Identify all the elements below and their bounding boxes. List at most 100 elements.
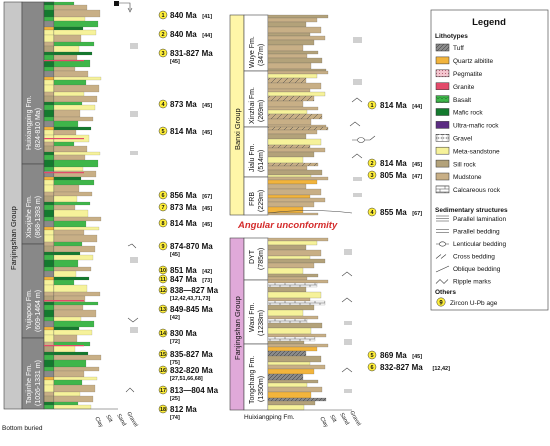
zircon-marker-icon <box>158 29 168 39</box>
arrow-icon <box>118 2 131 10</box>
age-marker: 16 832-820 Ma[27,51,66,68] <box>158 365 213 382</box>
age-marker: 1 814 Ma [44] <box>367 100 422 110</box>
age-reference: [42] <box>202 269 212 275</box>
age-number: 2 <box>161 32 164 38</box>
zircon-marker-icon <box>158 385 168 395</box>
age-number: 8 <box>161 221 164 227</box>
age-reference: [47] <box>412 174 422 180</box>
lithotype-swatch <box>435 95 450 103</box>
formation-name-xiaojiahe: Xiaojiahe Fm. <box>26 195 33 238</box>
legend-lithotype-item: Mudstone <box>435 172 482 181</box>
age-marker: 8 814 Ma [45] <box>158 218 212 228</box>
three-lines-icon <box>436 215 449 222</box>
age-number: 16 <box>160 368 166 374</box>
age-reference: [41] <box>202 14 212 20</box>
age-value: 805 Ma <box>380 171 407 180</box>
lithotype-entries: Tuff Quartz albitite Pegmatite Granite Basal… <box>435 43 501 194</box>
sedimentary-label: Lenticular bedding <box>453 241 507 248</box>
zircon-marker-icon <box>367 350 377 360</box>
age-value: 814 Ma <box>380 101 407 110</box>
formation-thickness-xinzhai: (269m) <box>258 100 265 122</box>
right-lower-column: Fanjingshan Group DYT (785m) Waxi Fm. (1… <box>229 237 451 429</box>
legend-sedimentary-item: Oblique bedding <box>435 265 501 273</box>
zircon-marker-icon <box>367 362 377 372</box>
age-reference: [12,42] <box>433 366 451 372</box>
zircon-marker-icon <box>158 265 168 275</box>
axis-clay: Clay <box>93 416 104 429</box>
left-structure-symbols <box>118 2 139 393</box>
cross-icon <box>435 254 447 259</box>
age-marker: 1 840 Ma [41] <box>158 10 212 20</box>
lens-icon <box>436 241 449 247</box>
lithotype-swatch <box>435 56 450 65</box>
legend-sedimentary-item: Cross bedding <box>435 254 495 261</box>
sedimentary-label: Ripple marks <box>453 279 492 286</box>
formation-thickness-waxi: (1238m) <box>258 310 265 336</box>
formation-thickness-tongchang: (1350m) <box>258 376 265 402</box>
age-reference: [45] <box>202 206 212 212</box>
age-reference: [75] <box>170 360 180 366</box>
formation-name-huixiangping: Huixiangping Fm. <box>26 95 33 150</box>
age-reference: [12,42,43,71,73] <box>170 296 211 302</box>
legend-lithotype-item: Gravel <box>435 134 473 143</box>
formation-name-tongchang: Tongchang Fm. <box>249 356 256 404</box>
age-number: 12 <box>160 288 166 294</box>
age-reference: [67] <box>202 194 212 200</box>
age-value: 838—827 Ma <box>170 286 219 295</box>
age-marker: 3 831-827 Ma[45] <box>158 48 213 65</box>
lithotype-swatch <box>435 185 450 194</box>
legend-lithotype-item: Calcareous rock <box>435 185 501 194</box>
age-number: 1 <box>370 103 373 109</box>
zircon-marker-icon <box>158 328 168 338</box>
legend-lithotype-item: Pegmatite <box>435 69 483 78</box>
legend-box <box>430 9 549 311</box>
two-lines-icon <box>436 229 449 233</box>
age-value: 851 Ma <box>170 266 197 275</box>
zircon-marker-icon <box>158 349 168 359</box>
age-marker: 7 873 Ma [45] <box>158 202 212 212</box>
formation-thickness-xiaojiahe: (868-1393 m) <box>35 196 42 238</box>
legend-lithotype-item: Sill rock <box>435 159 477 168</box>
sedimentary-label: Parallel lamination <box>453 216 506 223</box>
age-reference: [27,51,66,68] <box>170 376 203 382</box>
lithotype-swatch <box>435 43 450 52</box>
sedimentary-label: Cross bedding <box>453 254 495 261</box>
lithotype-label: Calcareous rock <box>453 187 501 194</box>
lithotype-swatch <box>435 146 450 155</box>
axis-gravel-right: Gravel <box>348 410 361 427</box>
legend-lithotype-item: Granite <box>435 82 475 91</box>
lithotypes-heading: Lithotypes <box>435 33 468 40</box>
age-number: 9 <box>161 244 164 250</box>
age-number: 5 <box>161 129 164 135</box>
age-value: 835-827 Ma <box>170 350 213 359</box>
axis-silt-right: Silt <box>328 414 337 424</box>
lithotype-swatch <box>435 159 450 168</box>
age-marker: 17 813—804 Ma[25] <box>158 385 219 402</box>
lithotype-swatch <box>435 108 450 116</box>
legend-lithotype-item: Quartz albitite <box>435 56 493 65</box>
legend-sedimentary-item: Parallel bedding <box>436 229 500 236</box>
formation-name-xinzhai: Xinzhai Fm. <box>249 87 256 124</box>
age-marker: 4 873 Ma [45] <box>158 99 212 109</box>
age-marker: 13 849-845 Ma[42] <box>158 304 213 321</box>
age-marker: 5 814 Ma [45] <box>158 126 212 136</box>
zircon-marker-icon <box>158 126 168 136</box>
age-value: 840 Ma <box>170 30 197 39</box>
lithotype-label: Quartz albitite <box>453 58 493 65</box>
age-value: 873 Ma <box>170 203 197 212</box>
right-upper-column: Banxi Group Wuye Fm. (347m) Xinzhai Fm. … <box>229 14 422 217</box>
age-value: 832-820 Ma <box>170 366 213 375</box>
legend-sedimentary-item: Ripple marks <box>435 279 492 286</box>
formation-name-waxi: Waxi Fm. <box>249 303 256 332</box>
age-reference: [72] <box>170 339 180 345</box>
zircon-marker-icon <box>158 304 168 314</box>
age-reference: [74] <box>170 415 180 421</box>
zircon-marker-icon <box>158 285 168 295</box>
formation-name-yujiapou: Yujiapou Fm. <box>26 289 33 330</box>
age-marker: 10 851 Ma [42] <box>158 265 212 275</box>
formation-thickness-wuye: (347m) <box>258 44 265 66</box>
age-number: 2 <box>370 161 373 167</box>
age-reference: [45] <box>202 222 212 228</box>
age-marker: 12 838—827 Ma[12,42,43,71,73] <box>158 285 219 302</box>
